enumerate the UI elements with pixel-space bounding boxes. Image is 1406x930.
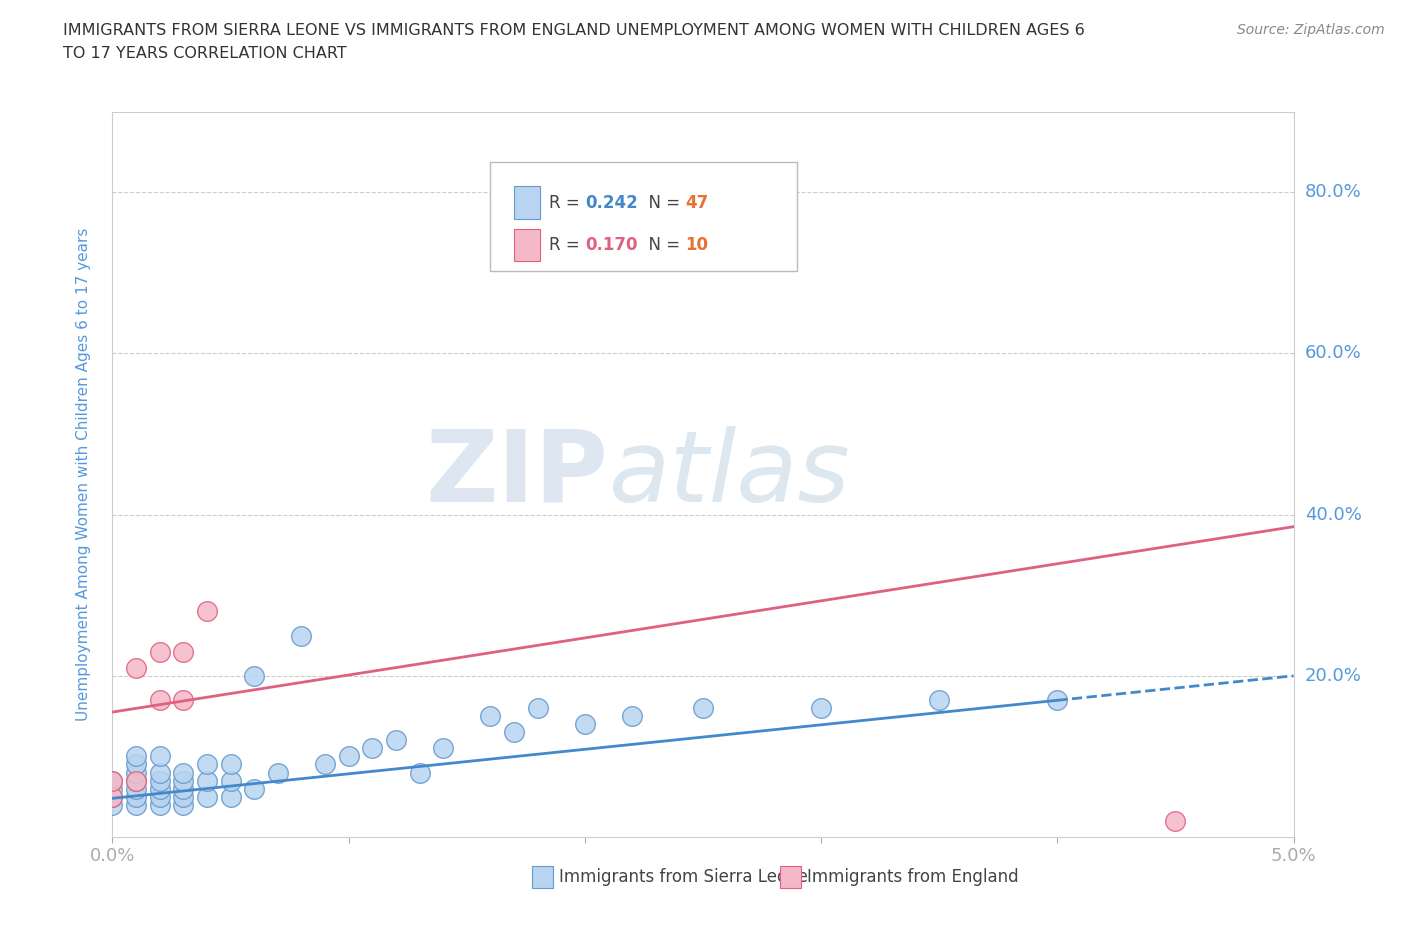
Point xyxy=(101,790,124,804)
Text: R =: R = xyxy=(550,236,585,254)
Point xyxy=(692,700,714,715)
Point xyxy=(125,773,148,788)
Point xyxy=(195,757,218,772)
Y-axis label: Unemployment Among Women with Children Ages 6 to 17 years: Unemployment Among Women with Children A… xyxy=(76,228,91,721)
Point xyxy=(219,790,242,804)
Point xyxy=(149,644,172,659)
Text: 60.0%: 60.0% xyxy=(1305,344,1361,363)
Point xyxy=(408,765,430,780)
Point xyxy=(290,628,312,643)
Point xyxy=(172,790,194,804)
Point xyxy=(172,693,194,708)
Text: ZIP: ZIP xyxy=(426,426,609,523)
Text: Immigrants from England: Immigrants from England xyxy=(807,868,1018,886)
Point xyxy=(125,660,148,675)
Point xyxy=(101,790,124,804)
Text: 80.0%: 80.0% xyxy=(1305,183,1361,201)
Point xyxy=(574,717,596,732)
Point xyxy=(810,700,832,715)
Point xyxy=(172,781,194,796)
Point xyxy=(125,790,148,804)
Point xyxy=(314,757,336,772)
Point xyxy=(172,773,194,788)
Point xyxy=(149,790,172,804)
Point xyxy=(125,749,148,764)
Point xyxy=(172,644,194,659)
Text: TO 17 YEARS CORRELATION CHART: TO 17 YEARS CORRELATION CHART xyxy=(63,46,347,61)
Point xyxy=(125,797,148,812)
Text: N =: N = xyxy=(638,193,685,212)
Text: Source: ZipAtlas.com: Source: ZipAtlas.com xyxy=(1237,23,1385,37)
Point xyxy=(149,781,172,796)
Point xyxy=(195,773,218,788)
Text: 0.170: 0.170 xyxy=(585,236,637,254)
Text: 0.242: 0.242 xyxy=(585,193,638,212)
Text: atlas: atlas xyxy=(609,426,851,523)
Text: 10: 10 xyxy=(685,236,709,254)
Text: 47: 47 xyxy=(685,193,709,212)
Point xyxy=(149,765,172,780)
Point xyxy=(928,693,950,708)
Point xyxy=(361,741,384,756)
FancyBboxPatch shape xyxy=(531,866,553,888)
Point xyxy=(125,773,148,788)
Point xyxy=(385,733,408,748)
Text: R =: R = xyxy=(550,193,585,212)
Text: IMMIGRANTS FROM SIERRA LEONE VS IMMIGRANTS FROM ENGLAND UNEMPLOYMENT AMONG WOMEN: IMMIGRANTS FROM SIERRA LEONE VS IMMIGRAN… xyxy=(63,23,1085,38)
FancyBboxPatch shape xyxy=(780,866,801,888)
Text: 40.0%: 40.0% xyxy=(1305,506,1361,524)
Point xyxy=(125,757,148,772)
Point xyxy=(149,693,172,708)
Point xyxy=(125,765,148,780)
Point xyxy=(432,741,454,756)
Point xyxy=(195,790,218,804)
Point xyxy=(172,797,194,812)
Point xyxy=(243,669,266,684)
Text: 20.0%: 20.0% xyxy=(1305,667,1361,684)
Point xyxy=(479,709,502,724)
Point xyxy=(101,773,124,788)
Point xyxy=(1164,814,1187,829)
Point xyxy=(101,773,124,788)
Point xyxy=(526,700,548,715)
Text: Immigrants from Sierra Leone: Immigrants from Sierra Leone xyxy=(560,868,808,886)
Point xyxy=(101,797,124,812)
Point xyxy=(195,604,218,618)
Point xyxy=(125,781,148,796)
Point xyxy=(1046,693,1069,708)
FancyBboxPatch shape xyxy=(515,229,540,261)
Point xyxy=(243,781,266,796)
Point xyxy=(621,709,644,724)
Text: N =: N = xyxy=(638,236,685,254)
Point xyxy=(219,773,242,788)
Point xyxy=(172,765,194,780)
Point xyxy=(219,757,242,772)
Point xyxy=(337,749,360,764)
Point xyxy=(267,765,290,780)
Point xyxy=(149,797,172,812)
FancyBboxPatch shape xyxy=(491,163,797,272)
Point xyxy=(149,749,172,764)
Point xyxy=(149,773,172,788)
Point xyxy=(101,781,124,796)
Point xyxy=(503,724,526,739)
FancyBboxPatch shape xyxy=(515,186,540,219)
